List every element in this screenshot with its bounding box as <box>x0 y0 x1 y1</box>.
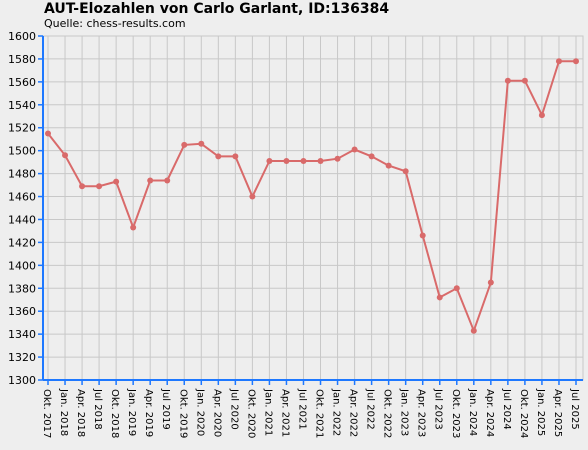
data-point <box>334 155 341 162</box>
x-tick-label: Apr. 2019 <box>143 389 154 437</box>
data-point <box>45 130 51 137</box>
x-tick-label: Okt. 2017 <box>41 389 52 438</box>
x-tick-label: Jan. 2025 <box>535 388 546 436</box>
data-point <box>147 177 154 184</box>
x-tick-label: Jul 2023 <box>433 388 444 430</box>
x-tick-label: Jul 2025 <box>569 388 580 430</box>
x-tick-label: Jan. 2020 <box>194 388 205 436</box>
data-point <box>232 153 239 160</box>
y-tick-label: 1540 <box>8 99 36 112</box>
x-tick-label: Okt. 2018 <box>109 389 120 438</box>
y-tick-label: 1380 <box>8 282 36 295</box>
x-tick-label: Okt. 2024 <box>518 389 529 438</box>
y-tick-label: 1480 <box>8 168 36 181</box>
x-tick-label: Apr. 2020 <box>211 389 222 437</box>
data-point <box>470 327 477 334</box>
data-point <box>249 193 256 200</box>
data-point <box>555 58 562 65</box>
data-point <box>487 279 494 286</box>
x-tick-label: Okt. 2020 <box>245 389 256 438</box>
y-tick-label: 1360 <box>8 305 36 318</box>
data-point <box>164 177 171 184</box>
y-tick-label: 1460 <box>8 191 36 204</box>
data-point <box>419 232 426 239</box>
chart-title: AUT-Elozahlen von Carlo Garlant, ID:1363… <box>44 1 389 17</box>
y-tick-label: 1420 <box>8 236 36 249</box>
data-point <box>79 183 86 190</box>
x-tick-label: Okt. 2021 <box>314 389 325 438</box>
data-point <box>130 224 137 231</box>
x-tick-label: Jan. 2023 <box>399 388 410 436</box>
y-tick-label: 1400 <box>8 259 36 272</box>
data-point <box>368 153 375 160</box>
x-tick-label: Apr. 2018 <box>75 389 86 437</box>
data-point <box>283 157 290 164</box>
data-point <box>300 157 307 164</box>
data-point <box>453 285 460 292</box>
data-point <box>266 157 273 164</box>
y-tick-label: 1560 <box>8 76 36 89</box>
y-tick-label: 1580 <box>8 53 36 66</box>
x-tick-label: Okt. 2023 <box>450 389 461 438</box>
x-tick-label: Jul 2018 <box>92 388 103 430</box>
chart-subtitle: Quelle: chess-results.com <box>44 17 186 30</box>
x-tick-label: Apr. 2022 <box>348 389 359 437</box>
y-tick-label: 1320 <box>8 351 36 364</box>
x-tick-label: Apr. 2023 <box>416 389 427 437</box>
x-tick-label: Jan. 2022 <box>331 388 342 436</box>
x-tick-label: Okt. 2022 <box>382 389 393 438</box>
x-tick-label: Apr. 2024 <box>484 389 495 437</box>
data-point <box>215 153 222 160</box>
data-point <box>521 77 528 84</box>
plot-area <box>42 35 584 381</box>
data-point <box>573 58 579 65</box>
data-point <box>62 152 69 159</box>
y-tick-label: 1340 <box>8 328 36 341</box>
x-tick-label: Apr. 2021 <box>279 389 290 437</box>
x-tick-label: Jul 2020 <box>228 388 239 430</box>
x-tick-label: Okt. 2019 <box>177 389 188 438</box>
x-tick-label: Jan. 2021 <box>262 388 273 436</box>
data-point <box>317 157 324 164</box>
y-tick-label: 1600 <box>8 30 36 43</box>
data-point <box>96 183 103 190</box>
x-tick-label: Jul 2021 <box>296 388 307 430</box>
x-tick-label: Jan. 2018 <box>58 388 69 436</box>
data-point <box>351 146 358 153</box>
data-point <box>181 141 188 148</box>
data-line <box>47 60 576 334</box>
data-point <box>504 77 511 84</box>
data-point <box>402 168 409 175</box>
x-tick-label: Jul 2022 <box>365 388 376 430</box>
x-tick-label: Jul 2024 <box>501 388 512 430</box>
y-tick-label: 1440 <box>8 213 36 226</box>
x-tick-label: Jan. 2019 <box>126 388 137 436</box>
y-tick-label: 1520 <box>8 122 36 135</box>
data-point <box>538 112 545 119</box>
y-tick-label: 1500 <box>8 145 36 158</box>
x-tick-label: Jul 2019 <box>160 388 171 430</box>
data-point <box>385 162 392 169</box>
x-tick-label: Jan. 2024 <box>467 388 478 436</box>
y-tick-label: 1300 <box>8 374 36 387</box>
x-tick-label: Apr. 2025 <box>552 389 563 437</box>
data-point <box>436 294 443 301</box>
data-point <box>113 178 120 185</box>
data-point <box>198 140 205 147</box>
